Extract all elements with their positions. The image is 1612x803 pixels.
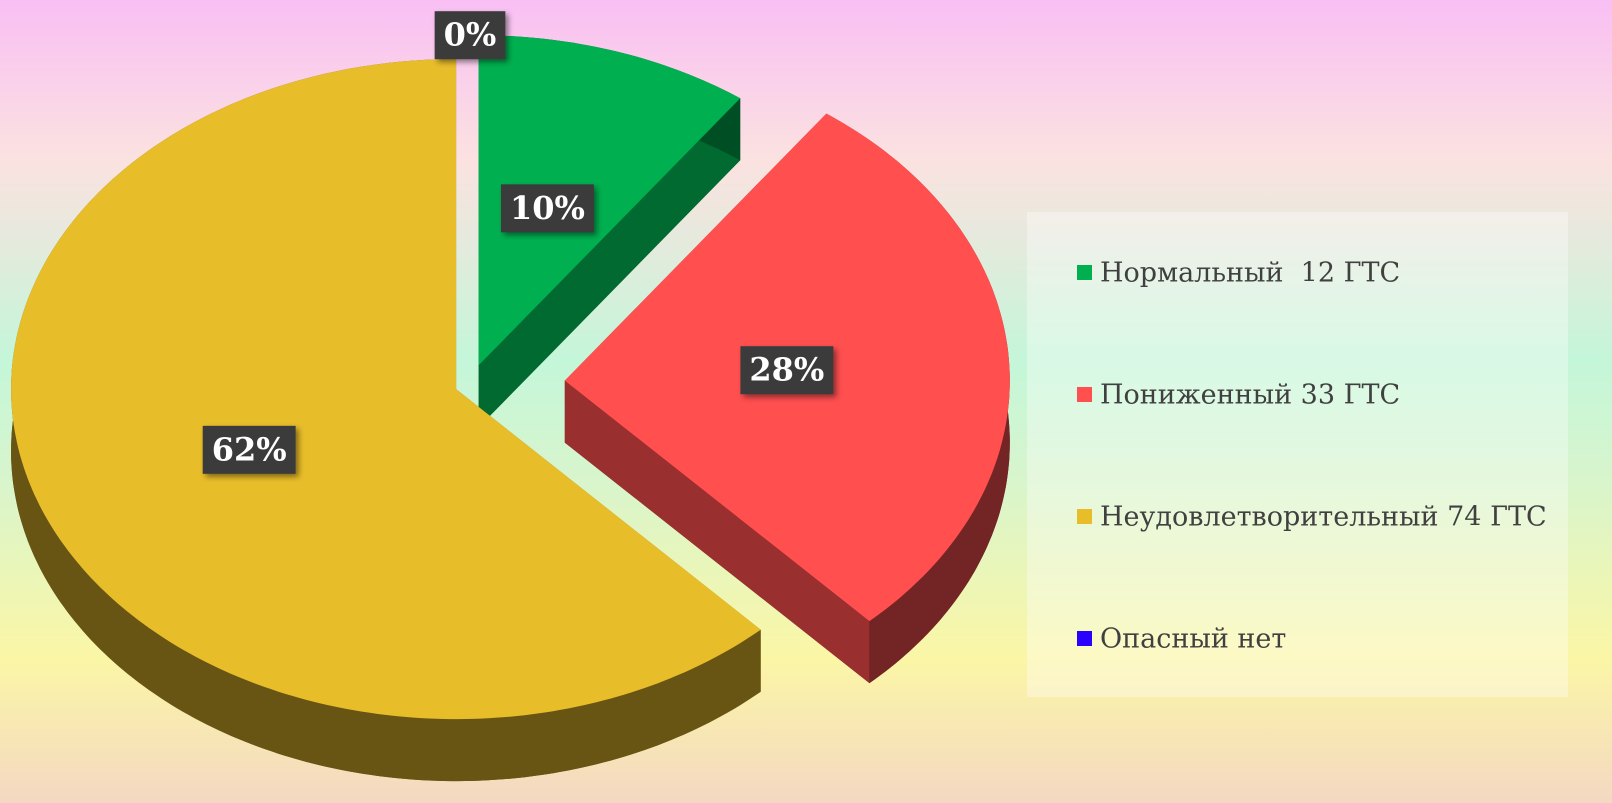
legend-swatch bbox=[1077, 265, 1092, 280]
slice bbox=[11, 59, 761, 720]
data-label-box bbox=[740, 346, 834, 395]
slice bbox=[478, 35, 741, 366]
slice-side bbox=[11, 59, 761, 782]
slice-wall bbox=[564, 380, 870, 684]
data-label-box bbox=[500, 184, 594, 233]
legend-label: Пониженный 33 ГТС bbox=[1100, 380, 1400, 411]
data-label-text: 62% bbox=[212, 430, 287, 468]
data-label-box bbox=[434, 11, 506, 60]
data-label-text: 28% bbox=[749, 351, 824, 389]
legend-swatch bbox=[1077, 509, 1092, 524]
legend-box bbox=[1027, 212, 1568, 697]
data-label: 28% bbox=[740, 346, 834, 395]
legend-label: Нормальный 12 ГТС bbox=[1100, 258, 1400, 289]
legend-label: Опасный нет bbox=[1100, 624, 1286, 655]
data-label-text: 0% bbox=[444, 16, 497, 54]
legend-label: Неудовлетворительный 74 ГТС bbox=[1100, 502, 1547, 533]
data-label: 0% bbox=[434, 11, 506, 60]
slice-wall bbox=[478, 98, 741, 428]
data-label: 10% bbox=[500, 184, 594, 233]
data-label-text: 10% bbox=[510, 189, 585, 227]
data-label: 62% bbox=[202, 425, 296, 474]
legend-swatch bbox=[1077, 631, 1092, 646]
legend-swatch bbox=[1077, 387, 1092, 402]
data-label-box bbox=[202, 425, 296, 474]
